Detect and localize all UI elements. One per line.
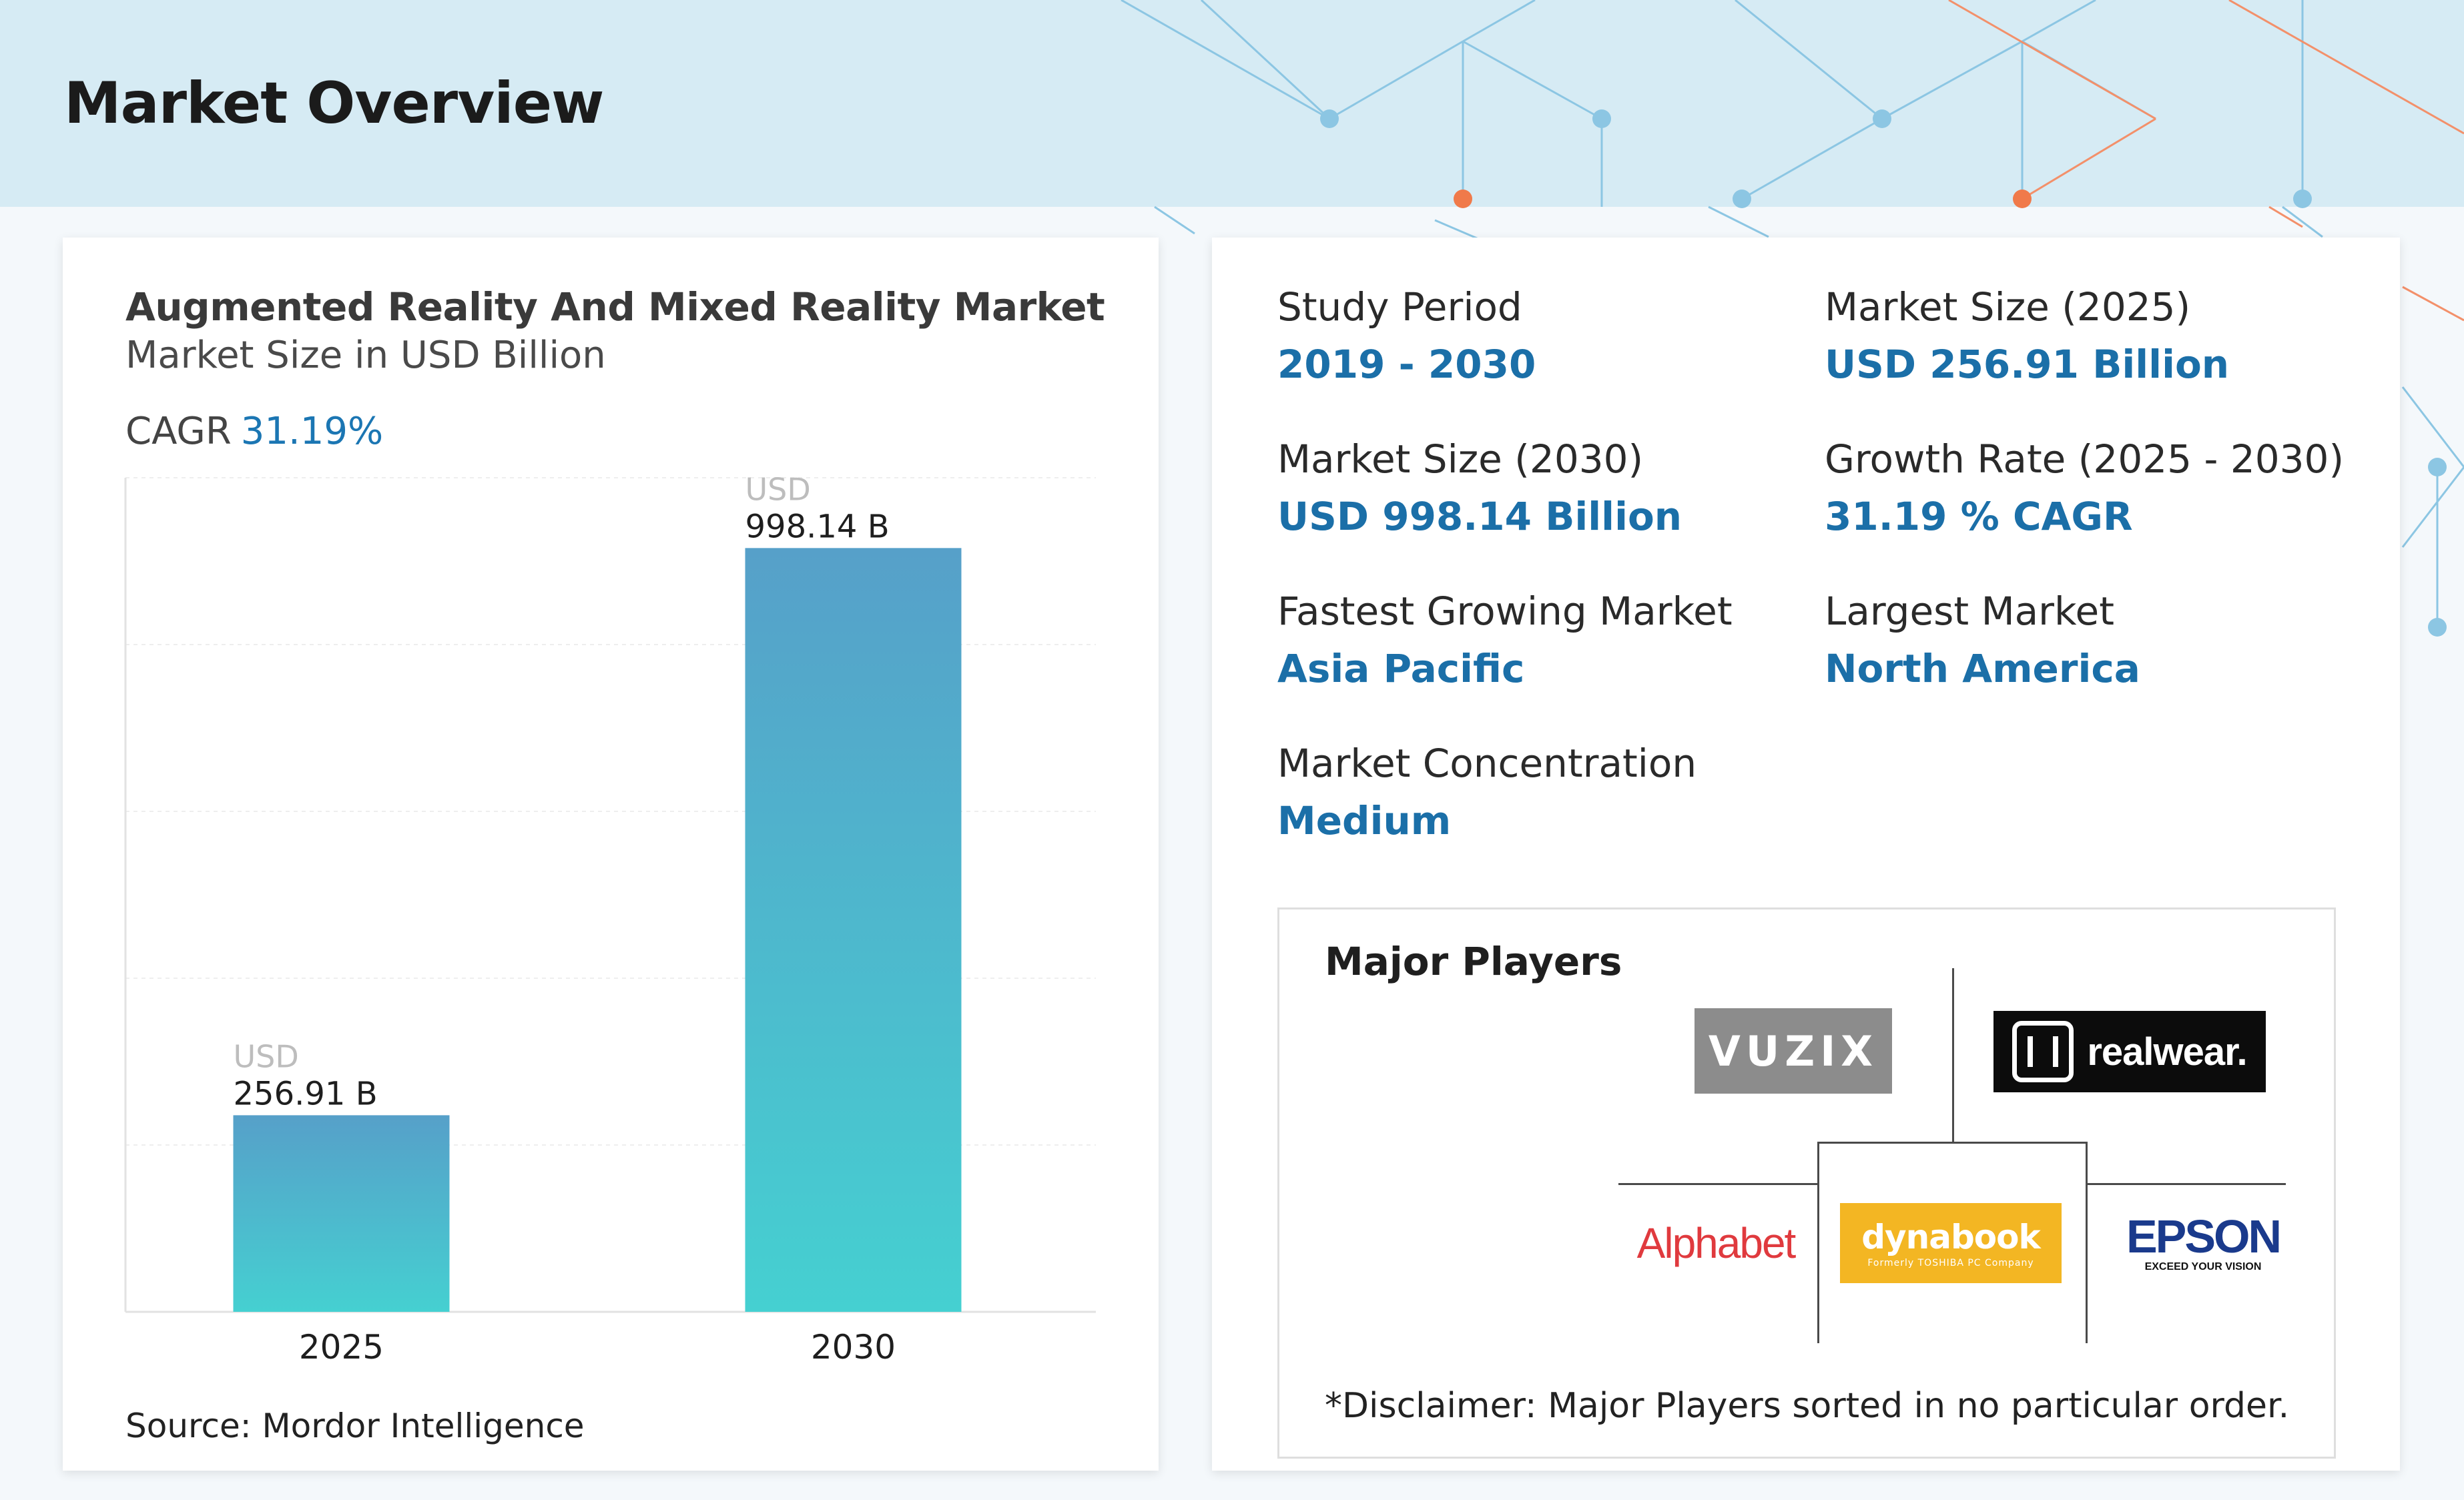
- stat-label: Study Period: [1277, 284, 1522, 330]
- x-tick-label: 2025: [299, 1328, 384, 1367]
- stat-label: Largest Market: [1825, 589, 2114, 634]
- stat-value: North America: [1825, 646, 2140, 691]
- grid-divider: [1817, 1142, 2087, 1144]
- players-disclaimer: *Disclaimer: Major Players sorted in no …: [1325, 1386, 2290, 1426]
- grid-divider: [1817, 1142, 1819, 1343]
- grid-divider: [2086, 1183, 2286, 1185]
- chart-source: Source: Mordor Intelligence: [125, 1407, 585, 1445]
- stat-value: Medium: [1277, 798, 1452, 843]
- chart-subtitle: Market Size in USD Billion: [125, 334, 606, 377]
- stat-value: 2019 - 2030: [1277, 342, 1536, 387]
- cagr-line: CAGR 31.19%: [125, 410, 383, 453]
- bar-2025: [233, 1115, 450, 1312]
- epson-logo: EPSON EXCEED YOUR VISION: [2112, 1203, 2294, 1283]
- vuzix-logo: VUZIX: [1695, 1008, 1892, 1094]
- bar-2030: [745, 548, 962, 1312]
- alphabet-logo-text: Alphabet: [1636, 1219, 1797, 1267]
- stat-growth-rate: Growth Rate (2025 - 2030) 31.19 % CAGR: [1825, 436, 2344, 539]
- stats-card: Study Period 2019 - 2030 Market Size (20…: [1212, 238, 2400, 1471]
- stat-market-size-2030: Market Size (2030) USD 998.14 Billion: [1277, 436, 1682, 539]
- bar-value-label: 998.14 B: [745, 508, 890, 545]
- page-title: Market Overview: [64, 70, 605, 137]
- stat-value: Asia Pacific: [1277, 646, 1525, 691]
- dynabook-logo-text: dynabook: [1861, 1218, 2040, 1256]
- bar-value-label: 256.91 B: [234, 1075, 378, 1112]
- stat-label: Market Concentration: [1277, 741, 1697, 786]
- chart-title: Augmented Reality And Mixed Reality Mark…: [125, 284, 1105, 330]
- realwear-mark-icon: [2012, 1021, 2074, 1082]
- major-players-box: Major Players VUZIX realwear. Alphabet d…: [1277, 907, 2336, 1459]
- bar-value-prefix: USD: [234, 1038, 299, 1074]
- stat-largest-market: Largest Market North America: [1825, 589, 2140, 691]
- x-tick-label: 2030: [811, 1328, 896, 1367]
- stat-value: USD 998.14 Billion: [1277, 494, 1682, 539]
- dynabook-tagline: Formerly TOSHIBA PC Company: [1867, 1258, 2034, 1268]
- stat-study-period: Study Period 2019 - 2030: [1277, 284, 1536, 387]
- stat-value: 31.19 % CAGR: [1825, 494, 2133, 539]
- stat-label: Fastest Growing Market: [1277, 589, 1733, 634]
- stat-label: Growth Rate (2025 - 2030): [1825, 436, 2345, 482]
- vuzix-logo-text: VUZIX: [1708, 1026, 1879, 1076]
- grid-divider: [1618, 1183, 1819, 1185]
- bar-value-prefix: USD: [745, 471, 811, 507]
- realwear-logo-text: realwear.: [2087, 1030, 2247, 1074]
- header-band: [0, 0, 2464, 207]
- players-title: Major Players: [1325, 939, 1622, 984]
- logo-grid: VUZIX realwear. Alphabet dynabook Former…: [1279, 909, 2334, 1457]
- grid-divider: [2086, 1142, 2088, 1343]
- stat-value: USD 256.91 Billion: [1825, 342, 2230, 387]
- chart-card: Augmented Reality And Mixed Reality Mark…: [63, 238, 1159, 1471]
- stat-market-concentration: Market Concentration Medium: [1277, 741, 1697, 843]
- stat-fastest-growing: Fastest Growing Market Asia Pacific: [1277, 589, 1733, 691]
- stat-label: Market Size (2030): [1277, 436, 1644, 482]
- realwear-logo: realwear.: [1993, 1011, 2266, 1092]
- dynabook-logo: dynabook Formerly TOSHIBA PC Company: [1840, 1203, 2062, 1283]
- alphabet-logo: Alphabet: [1616, 1203, 1816, 1283]
- cagr-label: CAGR: [125, 410, 232, 453]
- grid-divider: [1952, 968, 1954, 1143]
- epson-logo-text: EPSON: [2126, 1210, 2282, 1262]
- epson-tagline: EXCEED YOUR VISION: [2144, 1261, 2262, 1272]
- stat-market-size-2025: Market Size (2025) USD 256.91 Billion: [1825, 284, 2229, 387]
- stat-label: Market Size (2025): [1825, 284, 2191, 330]
- cagr-value: 31.19%: [240, 410, 384, 453]
